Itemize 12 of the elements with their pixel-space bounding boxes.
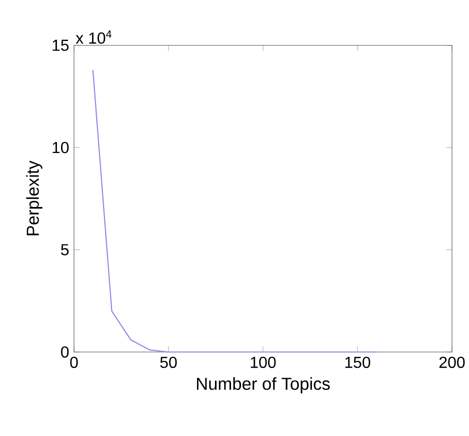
- text: x 10$^{4}$: [76, 30, 112, 44]
- x-tick-label: 0: [70, 356, 78, 368]
- x-tick-label: 100: [250, 356, 276, 368]
- y-tick-label: 15: [52, 40, 69, 51]
- y-tick-label: 10: [52, 142, 69, 154]
- x-tick-label: 150: [345, 356, 370, 368]
- x-tick-label: 50: [160, 356, 177, 368]
- y-axis-title: Perplexity: [26, 160, 42, 236]
- y-tick-label: 5: [61, 244, 69, 256]
- x-axis-title: Number of Topics: [196, 377, 330, 394]
- x-tick-label: 200: [439, 356, 465, 368]
- y-tick-label: 0: [61, 346, 69, 358]
